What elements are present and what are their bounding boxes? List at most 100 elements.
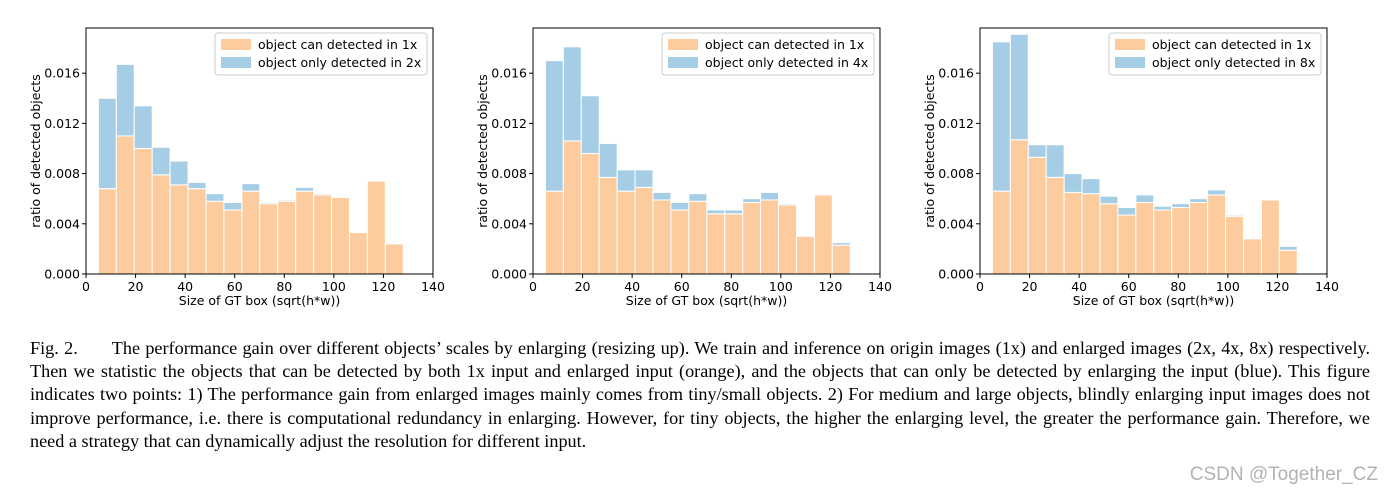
bar-s1-6 (1081, 193, 1101, 275)
x-tick-label-4: 80 (723, 279, 739, 294)
bar-s2-3 (133, 105, 153, 149)
x-tick-label-1: 20 (575, 279, 591, 294)
figure-caption: Fig. 2. The performance gain over differe… (30, 337, 1370, 453)
bar-s2-6 (1081, 178, 1101, 195)
bar-s1-5 (1063, 191, 1083, 275)
x-tick-label-4: 80 (1170, 279, 1186, 294)
x-tick-label-2: 40 (1071, 279, 1087, 294)
bar-s2-8 (223, 201, 243, 211)
bar-s2-7 (652, 191, 672, 201)
bar-s1-11 (1171, 206, 1191, 275)
bar-s1-6 (634, 186, 654, 275)
legend: object can detected in 1x object only det… (1108, 32, 1322, 76)
bar-s1-3 (580, 153, 600, 275)
x-tick-label-0: 0 (529, 279, 537, 294)
bar-s1-16 (813, 194, 833, 275)
x-tick-label-3: 60 (1121, 279, 1137, 294)
bar-s1-10 (259, 203, 279, 275)
y-tick-label-0: 0.000 (938, 267, 974, 282)
bar-s1-12 (742, 201, 762, 275)
bar-s1-2 (562, 140, 582, 275)
bar-s2-7 (1099, 195, 1119, 205)
legend-label-1: object can detected in 1x (705, 37, 864, 52)
x-tick-label-6: 120 (371, 279, 395, 294)
bar-s1-7 (652, 199, 672, 275)
bar-s1-17 (831, 244, 851, 275)
legend: object can detected in 1x object only det… (661, 32, 875, 76)
legend-swatch-1 (1115, 39, 1145, 50)
legend-swatch-2 (668, 57, 698, 68)
bar-s1-9 (688, 200, 708, 275)
watermark: CSDN @Together_CZ (1189, 464, 1378, 485)
bar-s2-2 (1009, 33, 1029, 141)
x-tick-label-7: 140 (421, 279, 445, 294)
bar-s1-4 (598, 176, 618, 275)
y-tick-label-4: 0.016 (491, 66, 527, 81)
bar-s1-2 (1009, 139, 1029, 275)
x-axis-label: Size of GT box (sqrt(h*w)) (179, 293, 340, 308)
x-tick-label-1: 20 (1022, 279, 1038, 294)
bar-s2-4 (598, 142, 618, 178)
bar-s2-11 (724, 209, 744, 215)
plot-frame (85, 27, 434, 275)
bar-s1-7 (205, 200, 225, 275)
bar-s2-10 (1153, 205, 1173, 211)
y-tick-label-1: 0.004 (44, 216, 80, 231)
bar-s1-10 (1153, 209, 1173, 275)
legend-swatch-1 (668, 39, 698, 50)
bar-s2-10 (259, 201, 279, 205)
bar-s2-2 (562, 46, 582, 142)
legend-box (661, 32, 875, 76)
bar-s1-9 (241, 190, 261, 275)
bar-s2-3 (1027, 144, 1047, 158)
bar-s2-4 (151, 146, 171, 176)
bar-s1-13 (760, 199, 780, 275)
x-tick-label-5: 100 (1216, 279, 1240, 294)
bar-s2-5 (1063, 173, 1083, 193)
bar-s1-15 (1242, 238, 1262, 275)
bar-s2-4 (1045, 144, 1065, 178)
bar-s1-14 (331, 196, 350, 275)
y-tick-label-3: 0.012 (491, 116, 527, 131)
caption-text: The performance gain over different obje… (30, 338, 1370, 451)
bar-s1-15 (795, 235, 815, 275)
bar-s1-14 (1225, 215, 1244, 275)
y-axis-label: ratio of detected objects (922, 74, 937, 227)
y-tick-label-3: 0.012 (44, 116, 80, 131)
bar-s2-11 (277, 199, 297, 202)
y-tick-label-3: 0.012 (938, 116, 974, 131)
plot-frame (979, 27, 1328, 275)
y-tick-label-4: 0.016 (44, 66, 80, 81)
bar-s1-7 (1099, 203, 1119, 275)
legend-label-2: object only detected in 4x (705, 55, 868, 70)
legend-swatch-2 (221, 57, 251, 68)
bar-s1-5 (169, 184, 189, 275)
bar-s2-3 (580, 95, 600, 155)
bar-s2-7 (205, 193, 225, 202)
y-tick-label-4: 0.016 (938, 66, 974, 81)
x-tick-label-5: 100 (769, 279, 793, 294)
bar-s2-11 (1171, 203, 1191, 208)
bar-s2-10 (706, 209, 726, 215)
x-tick-label-7: 140 (868, 279, 892, 294)
bar-s2-6 (187, 181, 207, 190)
bar-s2-6 (634, 169, 654, 188)
y-tick-label-0: 0.000 (44, 267, 80, 282)
x-tick-label-6: 120 (1265, 279, 1289, 294)
bar-s2-13 (313, 193, 333, 196)
bar-s1-1 (991, 190, 1011, 275)
y-tick-label-2: 0.008 (44, 166, 80, 181)
bar-s1-14 (778, 204, 797, 275)
x-tick-label-5: 100 (322, 279, 346, 294)
y-tick-label-2: 0.008 (491, 166, 527, 181)
bar-s1-15 (348, 232, 368, 275)
x-tick-label-6: 120 (818, 279, 842, 294)
bar-s2-5 (616, 169, 636, 192)
chart-panel-3: 0.000 0.004 0.008 0.012 0.016 0 20 40 60 80 100 120… (922, 27, 1339, 308)
bar-s1-8 (223, 209, 243, 275)
bar-s2-1 (97, 97, 117, 190)
bar-s2-9 (688, 193, 708, 202)
legend: object can detected in 1x object only det… (214, 32, 428, 76)
bar-s1-4 (1045, 176, 1065, 275)
bar-s1-11 (724, 213, 744, 275)
